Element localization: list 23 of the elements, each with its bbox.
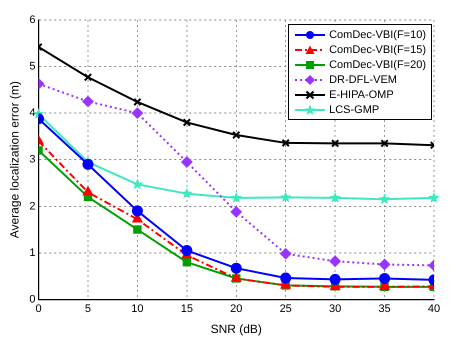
x-tick-label: 15: [180, 303, 193, 316]
x-tick-label: 30: [329, 303, 342, 316]
legend-label: LCS-GMP: [329, 104, 380, 116]
y-tick-label: 1: [29, 246, 36, 259]
legend-label: ComDec-VBI(F=20): [329, 58, 426, 70]
y-tick-label: 2: [29, 200, 36, 212]
legend-label: DR-DFL-VEM: [329, 74, 397, 86]
y-tick-label: 4: [29, 107, 36, 120]
x-axis-title: SNR (dB): [210, 322, 262, 336]
x-tick-label: 25: [280, 303, 292, 316]
y-tick-label: 6: [29, 14, 36, 26]
x-tick-label: 20: [230, 303, 242, 316]
x-tick-label: 35: [378, 303, 391, 316]
y-tick-label: 3: [29, 154, 36, 166]
legend-label: ComDec-VBI(F=15): [329, 44, 426, 56]
x-tick-label: 5: [84, 303, 92, 316]
legend-label: E-HIPA-OMP: [329, 88, 394, 100]
x-tick-label: 40: [428, 303, 440, 316]
legend-label: ComDec-VBI(F=10): [329, 28, 426, 40]
y-tick-label: 5: [29, 60, 36, 73]
y-axis-title: Average localization error (m): [8, 81, 22, 238]
y-tick-label: 0: [29, 293, 36, 306]
x-tick-label: 10: [131, 303, 144, 316]
